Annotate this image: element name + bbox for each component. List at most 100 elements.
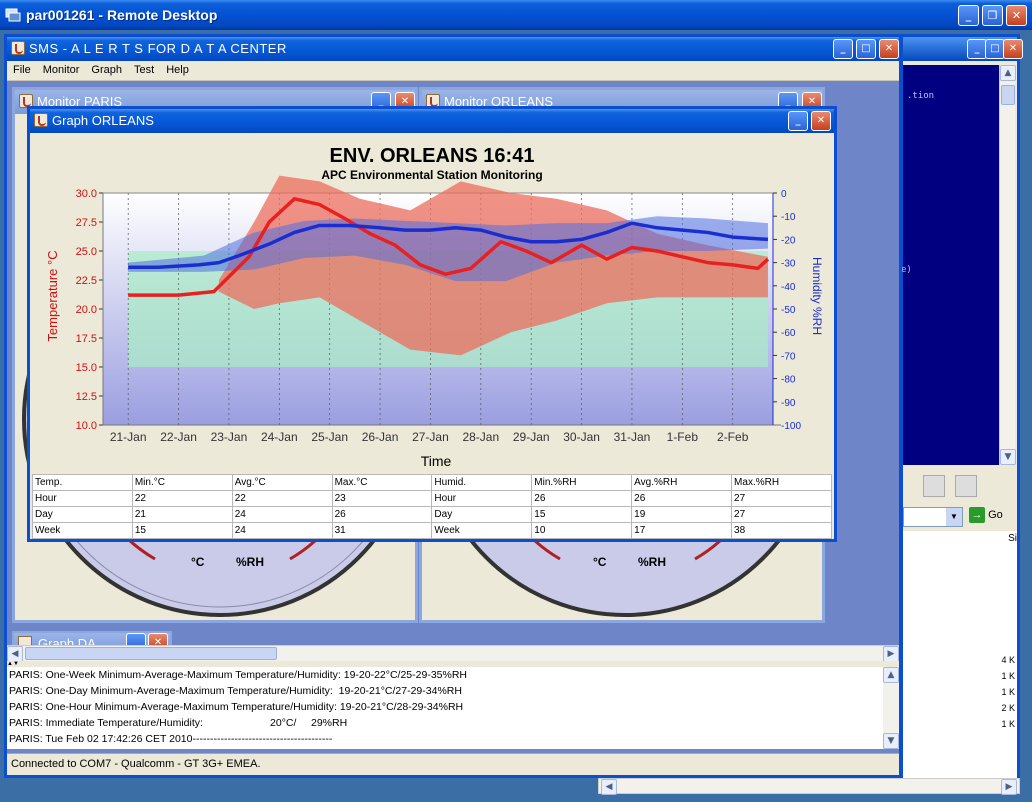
menu-help[interactable]: Help xyxy=(166,64,189,76)
file-list: Si 4 K 1 K 1 K 2 K 1 K xyxy=(903,531,1017,781)
monitor-orleans-title: Monitor ORLEANS xyxy=(444,94,554,109)
y2-tick-label: -60 xyxy=(781,328,796,339)
desktop-hscrollbar[interactable]: ◀ ▶ xyxy=(7,645,899,662)
app-maximize-button[interactable]: □ xyxy=(856,39,876,59)
remote-desktop-titlebar: par001261 - Remote Desktop _ ❐ ✕ xyxy=(0,0,1032,30)
cell: 22 xyxy=(231,490,333,507)
table-row: Day 21 24 26 Day 15 19 27 xyxy=(32,506,832,523)
code-line: .tion xyxy=(907,91,935,101)
cell: 21 xyxy=(131,506,233,523)
chart-subtitle: APC Environmental Station Monitoring xyxy=(321,168,542,182)
scroll-right-icon[interactable]: ▶ xyxy=(883,646,899,662)
bg-combo[interactable]: ▼ xyxy=(903,507,963,527)
row-label: Hour xyxy=(431,490,533,507)
y2-tick-label: 0 xyxy=(781,189,787,200)
app-close-button[interactable]: ✕ xyxy=(879,39,899,59)
env-chart: ENV. ORLEANS 16:41 APC Environmental Sta… xyxy=(45,145,824,469)
graph-orleans-titlebar: Graph ORLEANS _ ✕ xyxy=(30,109,834,133)
x-axis-label: Time xyxy=(421,453,452,469)
y2-tick-label: -80 xyxy=(781,375,796,386)
code-editor-pane: .tion e) xyxy=(901,65,999,465)
java-icon xyxy=(426,94,440,108)
menu-file[interactable]: File xyxy=(13,64,31,76)
header-hmax: Max.%RH xyxy=(731,474,832,491)
graph-minimize-button[interactable]: _ xyxy=(788,111,808,131)
log-line: PARIS: Immediate Temperature/Humidity: 2… xyxy=(9,717,348,729)
y-tick-label: 25.0 xyxy=(76,246,97,258)
cell: 23 xyxy=(331,490,433,507)
log-line: PARIS: One-Week Minimum-Average-Maximum … xyxy=(9,669,468,681)
bg-close-button[interactable]: ✕ xyxy=(1003,39,1023,59)
menu-test[interactable]: Test xyxy=(134,64,155,76)
remote-close-button[interactable]: ✕ xyxy=(1006,5,1027,26)
header-tmax: Max.°C xyxy=(331,474,433,491)
toolbar-icon[interactable] xyxy=(955,475,977,497)
scroll-left-icon[interactable]: ◀ xyxy=(601,779,617,795)
gauge-unit-c: °C xyxy=(191,555,205,569)
chart-title: ENV. ORLEANS 16:41 xyxy=(330,145,535,167)
file-size: 1 K xyxy=(1001,687,1015,697)
x-tick-label: 1-Feb xyxy=(667,430,699,444)
cell: 26 xyxy=(331,506,433,523)
y2-tick-label: -50 xyxy=(781,305,796,316)
y-tick-label: 12.5 xyxy=(76,391,97,403)
scroll-down-icon[interactable]: ▼ xyxy=(883,733,899,749)
chevron-down-icon[interactable]: ▼ xyxy=(946,508,962,526)
cell: 26 xyxy=(631,490,733,507)
scroll-up-icon[interactable]: ▲ xyxy=(883,667,899,683)
app-titlebar: SMS - A L E R T S FOR D A T A CENTER _ □… xyxy=(7,37,899,61)
remote-hscrollbar[interactable]: ◀ ▶ xyxy=(598,778,1020,795)
toolbar-icon[interactable] xyxy=(923,475,945,497)
y-tick-label: 22.5 xyxy=(76,275,97,287)
bg-maximize-button[interactable]: □ xyxy=(985,39,1005,59)
gauge-unit-c: °C xyxy=(593,555,607,569)
splitter[interactable]: ▲▼ xyxy=(7,661,899,667)
code-line: e) xyxy=(901,265,912,275)
y2-tick-label: -90 xyxy=(781,398,796,409)
header-tavg: Avg.°C xyxy=(231,474,333,491)
app-title: SMS - A L E R T S FOR D A T A CENTER xyxy=(29,41,287,56)
menu-monitor[interactable]: Monitor xyxy=(42,64,80,76)
bg-minimize-button[interactable]: _ xyxy=(967,39,987,59)
x-tick-label: 28-Jan xyxy=(462,430,499,444)
x-tick-label: 31-Jan xyxy=(614,430,651,444)
log-vscrollbar[interactable]: ▲ ▼ xyxy=(883,667,899,749)
scroll-down-icon[interactable]: ▼ xyxy=(1000,449,1016,465)
table-row: Temp. Min.°C Avg.°C Max.°C Humid. Min.%R… xyxy=(32,474,832,491)
y2-tick-label: -70 xyxy=(781,351,796,362)
remote-minimize-button[interactable]: _ xyxy=(958,5,979,26)
scroll-up-icon[interactable]: ▲ xyxy=(1000,65,1016,81)
row-label: Week xyxy=(431,522,533,539)
row-label: Week xyxy=(32,522,133,539)
cell: 22 xyxy=(131,490,233,507)
scroll-right-icon[interactable]: ▶ xyxy=(1001,779,1017,795)
series-line-1 xyxy=(128,221,769,269)
bg-scrollbar[interactable]: ▲ ▼ xyxy=(999,65,1016,465)
remote-restore-button[interactable]: ❐ xyxy=(982,5,1003,26)
header-tmin: Min.°C xyxy=(131,474,233,491)
file-size: 1 K xyxy=(1001,719,1015,729)
app-minimize-button[interactable]: _ xyxy=(833,39,853,59)
y-tick-label: 20.0 xyxy=(76,304,97,316)
cell: 24 xyxy=(231,506,333,523)
menu-graph[interactable]: Graph xyxy=(91,64,122,76)
remote-desktop-icon xyxy=(5,7,21,23)
y2-tick-label: -10 xyxy=(781,212,796,223)
go-button[interactable]: → Go xyxy=(969,507,1011,527)
y-tick-label: 30.0 xyxy=(76,188,97,200)
hscroll-thumb[interactable] xyxy=(25,647,277,660)
header-temp: Temp. xyxy=(32,474,133,491)
x-tick-label: 27-Jan xyxy=(412,430,449,444)
y-tick-label: 17.5 xyxy=(76,333,97,345)
java-icon xyxy=(34,113,48,127)
x-tick-label: 21-Jan xyxy=(110,430,147,444)
row-label: Day xyxy=(431,506,533,523)
status-text: Connected to COM7 - Qualcomm - GT 3G+ EM… xyxy=(11,758,261,770)
scroll-left-icon[interactable]: ◀ xyxy=(7,646,23,662)
scroll-thumb[interactable] xyxy=(1001,85,1015,105)
y-tick-label: 10.0 xyxy=(76,420,97,432)
table-row: Week 15 24 31 Week 10 17 38 xyxy=(32,522,832,539)
cell: 24 xyxy=(231,522,333,539)
graph-close-button[interactable]: ✕ xyxy=(811,111,831,131)
cell: 15 xyxy=(531,506,633,523)
